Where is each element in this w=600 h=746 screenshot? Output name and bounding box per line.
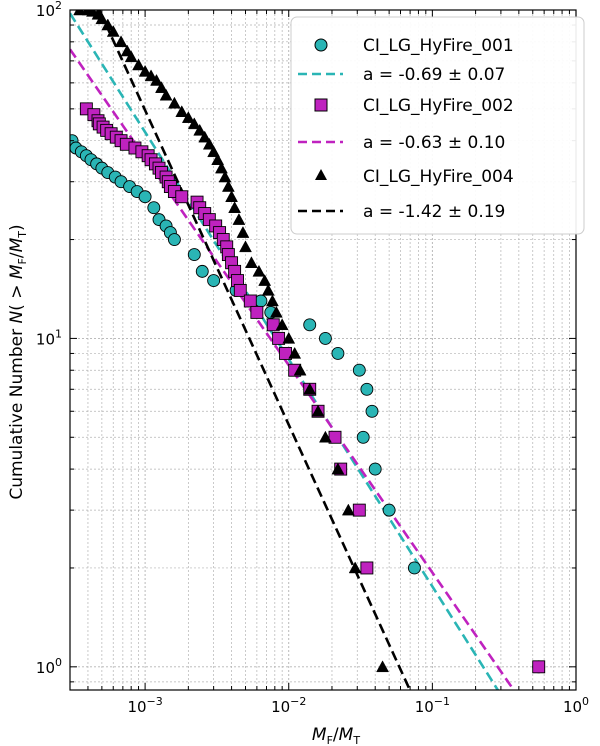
point-series-3 xyxy=(288,346,302,359)
legend-marker-square xyxy=(314,98,328,112)
point-series-3 xyxy=(187,117,201,130)
legend-label-series-2: CI_LG_HyFire_002 xyxy=(363,96,514,116)
point-series-1 xyxy=(365,404,379,418)
point-series-1 xyxy=(331,346,345,360)
fit-line-3 xyxy=(98,10,412,690)
point-series-3 xyxy=(236,226,250,238)
point-series-1 xyxy=(187,248,201,262)
point-series-3 xyxy=(311,404,325,417)
point-series-3 xyxy=(348,561,362,574)
point-series-3 xyxy=(266,294,279,307)
y-tick-label: 101 xyxy=(36,327,62,348)
point-series-3 xyxy=(207,145,221,158)
y-tick-label: 102 xyxy=(36,0,62,20)
legend-label-fit-1: a = -0.69 ± 0.07 xyxy=(363,65,505,85)
point-series-3 xyxy=(282,331,296,344)
y-tick-label: 100 xyxy=(36,656,62,677)
point-series-2 xyxy=(250,305,264,319)
point-series-1 xyxy=(195,264,209,278)
point-series-1 xyxy=(303,318,317,332)
point-series-3 xyxy=(132,58,145,71)
point-series-3 xyxy=(303,382,317,395)
point-series-3 xyxy=(175,105,189,117)
x-tick-label: 10−1 xyxy=(415,695,450,716)
point-series-3 xyxy=(101,18,115,31)
tick-labels-layer: 10−3 10−2 10−1 100 100 101 102 xyxy=(36,0,589,716)
point-series-3 xyxy=(275,318,289,331)
point-series-1 xyxy=(138,190,152,204)
point-series-3 xyxy=(293,363,307,376)
plot-frame xyxy=(69,9,577,691)
legend-marker-circle xyxy=(314,38,328,52)
point-series-2 xyxy=(175,190,189,204)
point-series-3 xyxy=(114,35,128,48)
point-series-2 xyxy=(352,503,366,517)
point-series-3 xyxy=(124,50,138,63)
legend-marker-triangle xyxy=(315,169,327,180)
point-series-1 xyxy=(407,561,421,575)
point-series-1 xyxy=(207,274,221,288)
point-series-3 xyxy=(232,213,246,225)
point-series-3 xyxy=(225,190,238,202)
legend-label-series-1: CI_LG_HyFire_001 xyxy=(363,36,514,56)
point-series-3 xyxy=(218,170,232,183)
x-tick-label: 100 xyxy=(563,695,589,716)
point-series-3 xyxy=(318,430,332,443)
point-series-2 xyxy=(243,294,257,308)
point-series-3 xyxy=(376,660,389,673)
point-series-1 xyxy=(147,201,161,215)
point-series-1 xyxy=(318,331,332,345)
legend-label-series-3: CI_LG_HyFire_004 xyxy=(363,167,514,187)
point-series-3 xyxy=(331,462,345,475)
point-series-3 xyxy=(144,69,158,82)
point-series-3 xyxy=(258,274,272,286)
legend: CI_LG_HyFire_001 a = -0.69 ± 0.07 CI_LG_… xyxy=(290,16,585,235)
point-series-3 xyxy=(215,161,228,174)
point-series-3 xyxy=(198,130,212,143)
legend-box xyxy=(290,16,585,235)
point-series-1 xyxy=(382,503,396,517)
point-series-3 xyxy=(193,123,207,136)
point-series-3 xyxy=(239,240,252,253)
point-series-3 xyxy=(202,137,216,150)
point-series-3 xyxy=(138,64,152,77)
y-axis-label: Cumulative Number N( > MF/MT) xyxy=(7,224,29,499)
legend-label-fit-2: a = -0.63 ± 0.10 xyxy=(363,133,505,153)
point-series-1 xyxy=(360,382,374,396)
point-series-3 xyxy=(150,73,163,86)
point-series-1 xyxy=(167,233,181,246)
point-series-3 xyxy=(228,201,242,213)
point-series-3 xyxy=(167,96,181,109)
point-series-2 xyxy=(532,660,546,674)
legend-label-fit-3: a = -1.42 ± 0.19 xyxy=(363,202,505,222)
point-series-3 xyxy=(221,180,235,192)
point-series-3 xyxy=(106,24,120,37)
point-series-2 xyxy=(272,331,286,345)
point-series-3 xyxy=(159,88,173,101)
point-series-3 xyxy=(245,256,258,268)
point-series-2 xyxy=(360,561,374,575)
data-points-layer xyxy=(70,10,546,674)
point-series-3 xyxy=(261,283,275,296)
x-tick-label: 10−3 xyxy=(127,695,162,716)
point-series-3 xyxy=(252,264,266,277)
point-series-3 xyxy=(181,111,195,123)
point-series-3 xyxy=(211,153,225,165)
point-series-3 xyxy=(269,305,283,318)
point-series-3 xyxy=(341,503,355,516)
point-series-3 xyxy=(95,12,109,25)
axes-frame-layer xyxy=(69,9,577,691)
x-tick-label: 10−2 xyxy=(271,695,306,716)
point-series-1 xyxy=(368,462,382,476)
point-series-2 xyxy=(233,283,247,297)
point-series-1 xyxy=(352,363,366,377)
point-series-1 xyxy=(356,430,370,444)
point-series-3 xyxy=(155,81,168,93)
x-axis-label: MF/MT xyxy=(312,725,360,746)
point-series-2 xyxy=(328,430,342,444)
